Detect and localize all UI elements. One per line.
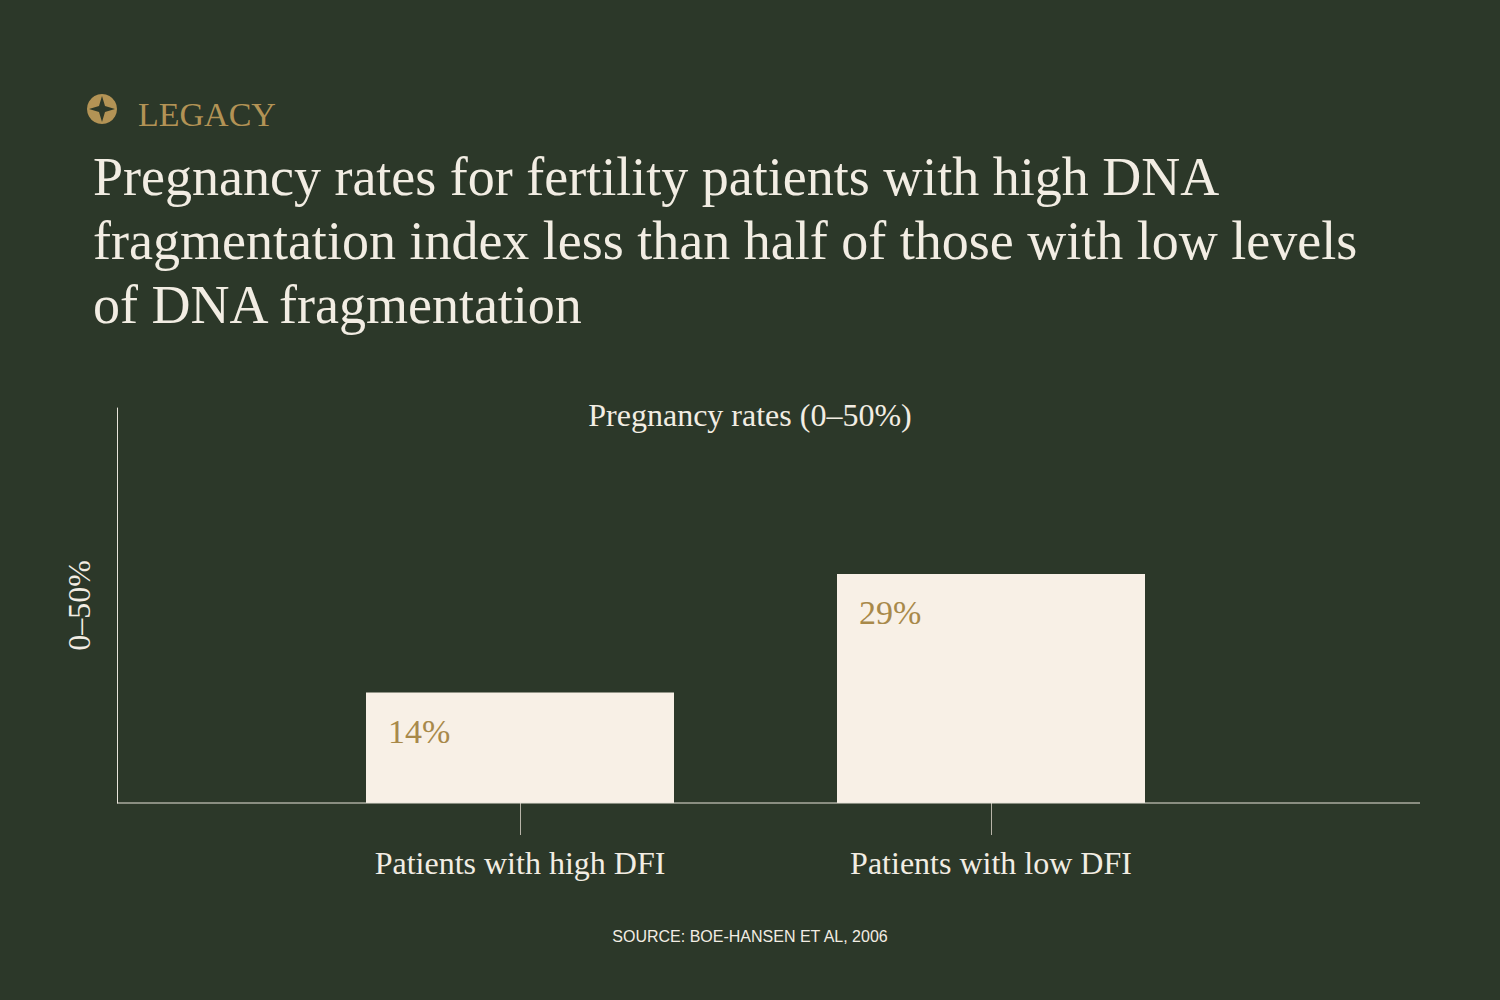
svg-text:Pregnancy rates (0–50%): Pregnancy rates (0–50%) bbox=[588, 397, 911, 433]
svg-text:SOURCE: BOE-HANSEN ET AL, 2006: SOURCE: BOE-HANSEN ET AL, 2006 bbox=[612, 928, 887, 945]
svg-text:fragmentation index less than: fragmentation index less than half of th… bbox=[93, 211, 1371, 271]
svg-text:LEGACY: LEGACY bbox=[138, 96, 276, 133]
svg-text:Pregnancy rates for fertility: Pregnancy rates for fertility patients w… bbox=[93, 147, 1230, 207]
svg-text:Patients with high DFI: Patients with high DFI bbox=[375, 845, 666, 881]
svg-text:29%: 29% bbox=[859, 594, 921, 631]
svg-text:of DNA fragmentation: of DNA fragmentation bbox=[93, 275, 582, 335]
svg-text:14%: 14% bbox=[388, 713, 450, 750]
svg-text:Patients with low DFI: Patients with low DFI bbox=[850, 845, 1132, 881]
svg-text:0–50%: 0–50% bbox=[61, 560, 97, 651]
